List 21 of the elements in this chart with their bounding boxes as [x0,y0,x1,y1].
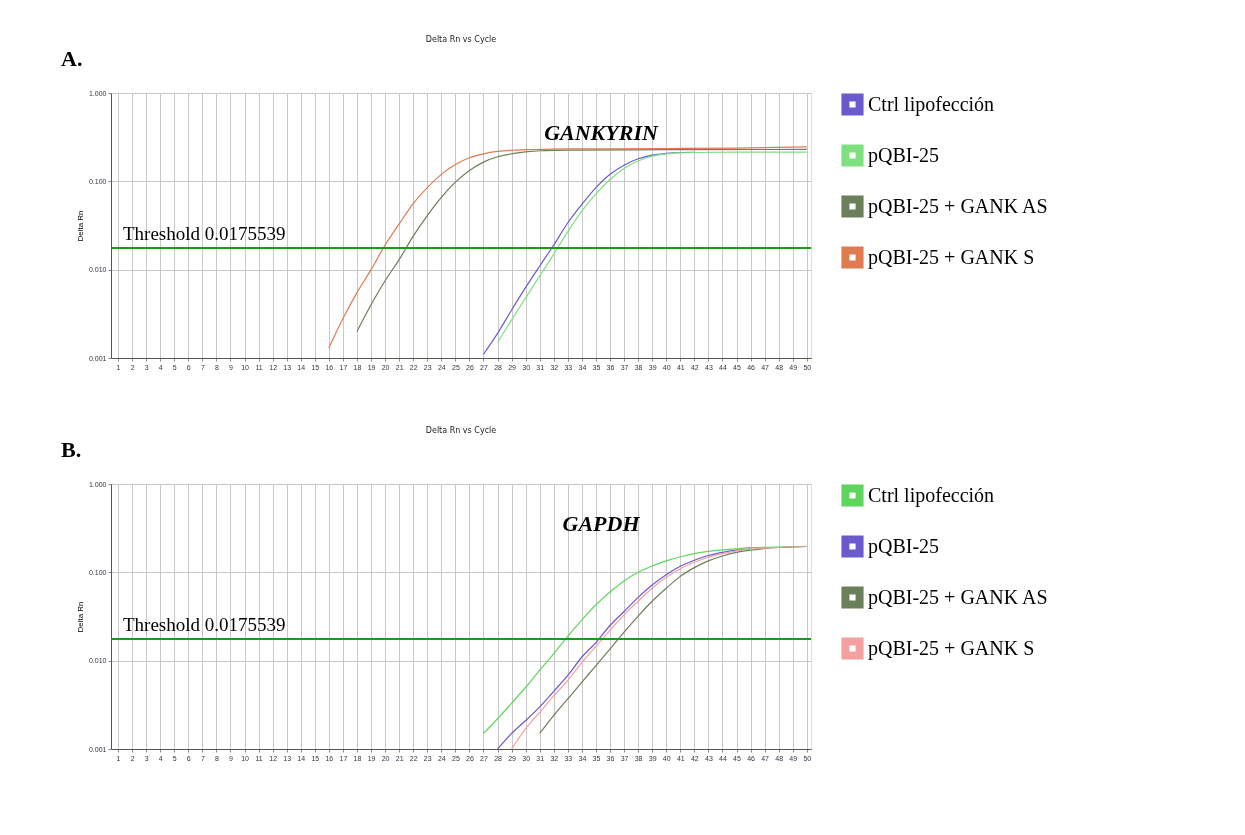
line-series [496,548,752,750]
line-series [511,545,808,750]
annotation: GANKYRIN [544,120,659,145]
chart-title: Delta Rn vs Cycle [425,35,497,44]
y-axis-title: Delta Rn [75,210,85,242]
legend-label: pQBI-25 + GANK S [868,245,1035,269]
ref-line-label: Threshold 0.0175539 [123,614,286,636]
text: B. [61,437,82,462]
legend-label: pQBI-25 + GANK AS [868,194,1048,218]
chart-title: Delta Rn vs Cycle [425,426,497,435]
annotation: GAPDH [562,511,641,536]
line-series [496,151,808,344]
text: A. [61,46,83,71]
legend-label: pQBI-25 [868,534,940,558]
legend-label: pQBI-25 [868,143,940,167]
legend-label: Ctrl lipofección [868,92,995,116]
legend-label: Ctrl lipofección [868,483,995,507]
legend-label: pQBI-25 + GANK S [868,636,1035,660]
ref-line-label: Threshold 0.0175539 [123,223,286,245]
y-axis-title: Delta Rn [75,601,85,633]
legend-label: pQBI-25 + GANK AS [868,585,1048,609]
